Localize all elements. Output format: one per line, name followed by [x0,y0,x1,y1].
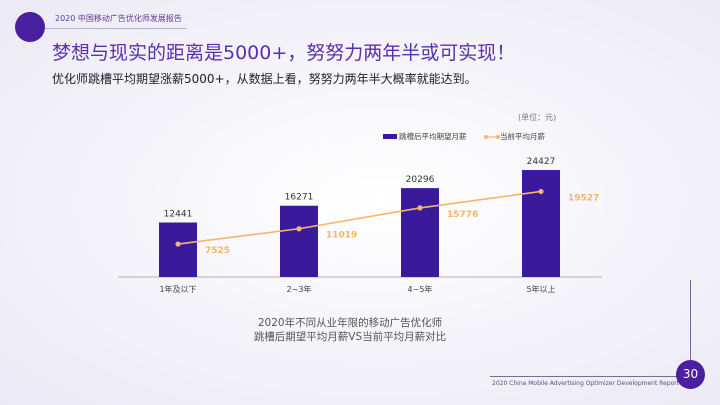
line-data-label: 7525 [205,246,230,256]
x-tick-label: 5年以上 [526,284,555,294]
line-point [417,205,423,211]
legend-swatch-bar [383,134,397,139]
legend-item-bar: 跳槽后平均期望月薪 [383,131,467,142]
header-divider [45,28,187,29]
bar [159,222,197,277]
bar-data-label: 16271 [285,193,314,203]
line-data-label: 19527 [568,193,599,203]
line-point [538,188,544,195]
page-title: 梦想与现实的距离是5000+，努努力两年半或可实现！ [52,42,516,64]
footer-divider [490,376,677,377]
bar-data-label: 20296 [406,175,435,185]
legend-label: 跳槽后平均期望月薪 [399,132,467,141]
unit-label: (单位：元) [518,113,557,122]
line-series [177,190,542,245]
page-number: 30 [676,360,705,389]
caption-line: 2020年不同从业年限的移动广告优化师 [257,317,443,329]
report-title: 2020 中国移动广告优化师发展报告 [55,14,182,23]
logo-dot [15,12,45,42]
bar [401,188,439,277]
x-tick-label: 4~5年 [408,284,433,294]
line-point [296,226,302,232]
bar-data-label: 12441 [164,210,193,220]
caption-line: 跳槽后期望平均月薪VS当前平均月薪对比 [253,331,447,343]
line-point [175,241,181,247]
page-subtitle: 优化师跳槽平均期望涨薪5000+，从数据上看，努努力两年半大概率就能达到。 [52,72,477,86]
line-data-label: 15776 [447,210,478,220]
legend-item-line: 当前平均月薪 [484,131,545,142]
footer-text: 2020 China Mobile Advertising Optimizer … [492,380,680,387]
x-tick-label: 1年及以下 [159,284,196,294]
bar [522,170,560,277]
bar-data-label: 24427 [527,157,556,167]
frame-line [690,280,691,362]
legend-label: 当前平均月薪 [500,132,545,141]
line-data-label: 11019 [326,231,357,241]
chart-caption: 2020年不同从业年限的移动广告优化师 跳槽后期望平均月薪VS当前平均月薪对比 [200,316,500,344]
x-tick-label: 2~3年 [287,284,312,294]
bar [280,205,318,277]
legend-swatch-line [484,134,500,139]
